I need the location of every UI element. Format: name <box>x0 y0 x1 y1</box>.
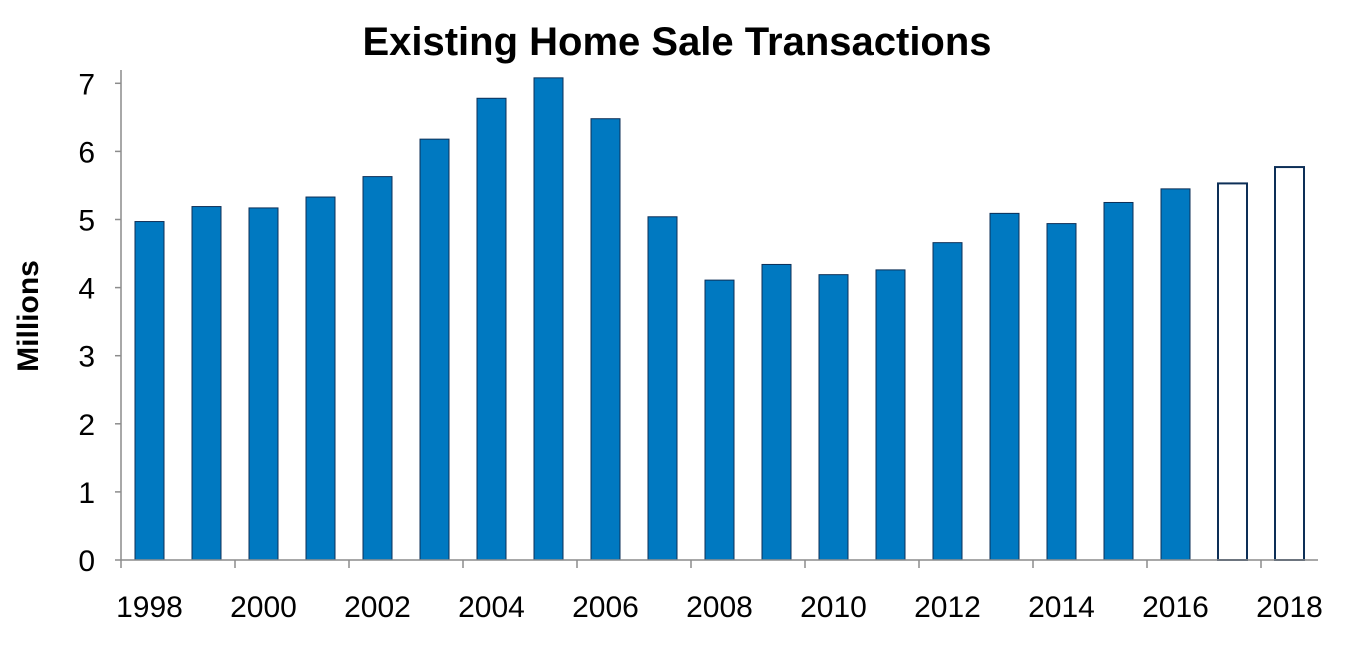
y-tick-label: 1 <box>78 477 95 510</box>
x-tick-label: 2014 <box>1028 591 1095 624</box>
bar-2013 <box>989 212 1020 561</box>
bar-2000 <box>248 207 279 561</box>
bar-2005 <box>533 77 564 561</box>
bar-2003 <box>419 138 450 561</box>
y-tick-label: 5 <box>78 205 95 238</box>
y-tick-labels: 0 1 2 3 4 5 6 7 <box>78 68 95 578</box>
y-tick-label: 2 <box>78 409 95 442</box>
bar-2014 <box>1046 223 1077 561</box>
bar-2018 <box>1274 166 1305 561</box>
bar-2002 <box>362 176 393 561</box>
y-tick-label: 7 <box>78 68 95 101</box>
bar-2001 <box>305 196 336 561</box>
x-tick-label: 2016 <box>1142 591 1209 624</box>
x-tick-label: 2002 <box>344 591 411 624</box>
bar-2015 <box>1103 201 1134 561</box>
x-tick-labels: 1998 2000 2002 2004 2006 2008 2010 2012 2014 2016… <box>116 591 1323 624</box>
x-tick-label: 2018 <box>1256 591 1323 624</box>
x-tick-label: 2000 <box>230 591 297 624</box>
bar-1998 <box>134 221 165 561</box>
bars-group <box>134 77 1305 561</box>
y-tick-label: 0 <box>78 545 95 578</box>
bar-2016 <box>1160 188 1191 561</box>
y-tick-label: 4 <box>78 273 95 306</box>
bar-1999 <box>191 206 222 561</box>
x-tick-label: 1998 <box>116 591 183 624</box>
x-tick-label: 2010 <box>800 591 867 624</box>
x-tick-label: 2004 <box>458 591 525 624</box>
bar-2012 <box>932 242 963 561</box>
bar-2008 <box>704 279 735 561</box>
bar-2017 <box>1217 182 1248 561</box>
bar-2009 <box>761 263 792 561</box>
bar-2006 <box>590 118 621 561</box>
bar-2010 <box>818 274 849 561</box>
x-tick-label: 2012 <box>914 591 981 624</box>
y-tick-label: 3 <box>78 341 95 374</box>
bar-2007 <box>647 216 678 561</box>
x-tick-label: 2006 <box>572 591 639 624</box>
x-tick-label: 2008 <box>686 591 753 624</box>
chart-title: Existing Home Sale Transactions <box>362 20 991 64</box>
y-tick-label: 6 <box>78 136 95 169</box>
y-axis-label: Millions <box>12 260 45 372</box>
bar-2011 <box>875 269 906 561</box>
bar-2004 <box>476 97 507 561</box>
axes-group <box>115 70 1318 568</box>
